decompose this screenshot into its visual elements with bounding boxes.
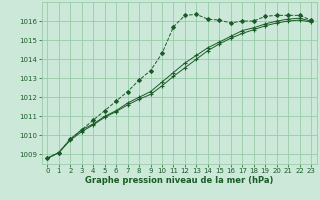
X-axis label: Graphe pression niveau de la mer (hPa): Graphe pression niveau de la mer (hPa) <box>85 176 273 185</box>
